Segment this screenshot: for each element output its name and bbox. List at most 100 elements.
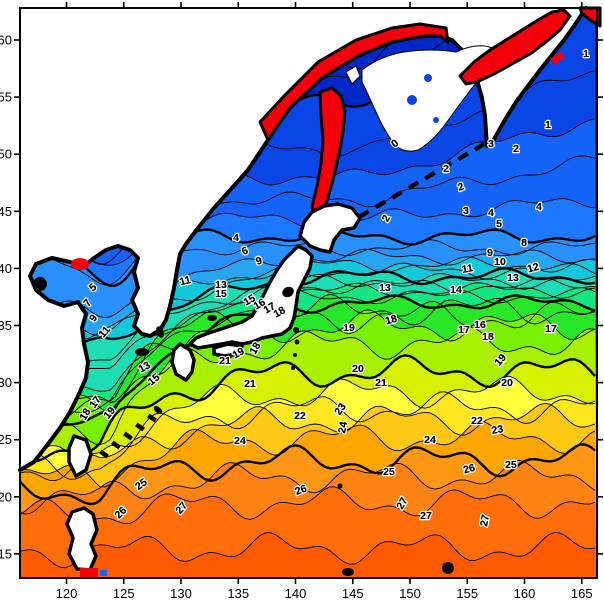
isotherm-17 xyxy=(20,300,596,419)
izu-islands xyxy=(293,353,297,357)
contour-label-17: 17 xyxy=(545,323,557,335)
isotherm-16 xyxy=(20,293,596,403)
contour-label-4: 4 xyxy=(488,207,494,219)
contour-label-17: 17 xyxy=(545,323,557,335)
kyushu xyxy=(170,342,196,382)
contour-label-16: 16 xyxy=(474,319,486,331)
x-axis-tick-label: 140 xyxy=(285,586,307,601)
x-axis-tick-label: 125 xyxy=(113,586,135,601)
contour-label-11: 11 xyxy=(178,274,192,289)
x-axis-tick-label: 130 xyxy=(170,586,192,601)
contour-label-4: 4 xyxy=(488,207,494,219)
contour-label-9: 9 xyxy=(487,247,493,259)
plot-frame xyxy=(19,7,598,579)
contour-label-24: 24 xyxy=(336,421,350,435)
luzon xyxy=(65,506,99,572)
contour-label-2: 2 xyxy=(443,163,449,175)
contour-label-21: 21 xyxy=(375,377,387,389)
contour-label-26: 26 xyxy=(293,482,308,497)
contour-label-22: 22 xyxy=(471,415,483,427)
honshu xyxy=(188,244,314,350)
contour-label-24: 24 xyxy=(336,421,350,435)
contour-label-26: 26 xyxy=(293,482,308,497)
isotherm-14 xyxy=(20,287,596,417)
contour-label-21: 21 xyxy=(244,378,256,390)
contour-label-18: 18 xyxy=(482,331,494,343)
contour-label-4: 4 xyxy=(233,232,239,244)
y-axis-tick-label: 55 xyxy=(0,90,12,105)
taiwan xyxy=(67,434,93,478)
contour-label-10: 10 xyxy=(494,256,506,268)
contour-label-19: 19 xyxy=(230,345,246,361)
y-axis-tick-label: 45 xyxy=(0,204,12,219)
contour-label-1: 1 xyxy=(583,48,589,60)
okhotsk-coast-land xyxy=(258,22,450,142)
contour-label-13: 13 xyxy=(215,279,227,291)
contour-label-10: 10 xyxy=(494,256,506,268)
contour-label-8: 8 xyxy=(521,237,527,249)
contour-label-9: 9 xyxy=(254,254,264,267)
isotherm-11 xyxy=(20,273,596,370)
contour-label-14: 14 xyxy=(450,284,462,296)
contour-label-17: 17 xyxy=(458,324,470,336)
contour-label-2: 2 xyxy=(380,213,393,224)
isotherm-13 xyxy=(20,282,596,400)
north-korea-patch xyxy=(71,258,89,270)
ryukyu-islands xyxy=(123,431,133,441)
contour-label-4: 4 xyxy=(233,232,239,244)
isotherm-28 xyxy=(20,531,596,569)
y-axis-tick-label: 35 xyxy=(0,318,12,333)
shikoku xyxy=(212,342,244,358)
contour-label-20: 20 xyxy=(501,377,513,389)
tsushima xyxy=(156,326,164,338)
x-axis-tick-label: 155 xyxy=(456,586,478,601)
jeju xyxy=(135,348,149,356)
x-axis-tick-label: 165 xyxy=(571,586,593,601)
contour-label-1: 1 xyxy=(583,48,589,60)
contour-label-20: 20 xyxy=(352,363,364,375)
y-axis-tick-label: 50 xyxy=(0,147,12,162)
daito xyxy=(442,562,454,574)
contour-label-25: 25 xyxy=(383,466,395,478)
kuril-islands xyxy=(457,151,469,162)
bohai-island xyxy=(33,277,47,291)
contour-label-16: 16 xyxy=(251,296,267,312)
contour-label-3: 3 xyxy=(463,205,469,217)
contour-label-8: 8 xyxy=(521,237,527,249)
y-axis-tick-label: 15 xyxy=(0,546,12,561)
contour-label-2: 2 xyxy=(513,143,519,155)
ryukyu-islands xyxy=(147,413,157,423)
contour-label-22: 22 xyxy=(294,410,306,422)
izu-islands xyxy=(291,366,295,370)
izu-islands xyxy=(294,339,300,345)
y-axis-tick-label: 25 xyxy=(0,432,12,447)
contour-label-27: 27 xyxy=(420,510,432,522)
contour-label-2: 2 xyxy=(443,163,449,175)
okhotsk-ice xyxy=(361,45,495,152)
contour-label-18: 18 xyxy=(384,313,399,328)
isotherm-19 xyxy=(20,326,596,446)
hokkaido xyxy=(298,202,362,254)
x-axis-tick-label: 160 xyxy=(514,586,536,601)
isotherm-15-bold xyxy=(20,294,596,444)
contour-label-21: 21 xyxy=(219,355,231,367)
contour-label-15: 15 xyxy=(241,292,257,308)
contour-label-2: 2 xyxy=(513,143,519,155)
contour-label-11: 11 xyxy=(461,262,474,276)
isotherm-12 xyxy=(20,276,596,390)
luzon-south-patch xyxy=(80,568,98,577)
contour-label-24: 24 xyxy=(234,435,246,447)
contour-label-20: 20 xyxy=(501,377,513,389)
contour-label-15: 15 xyxy=(215,288,227,300)
contour-label-13: 13 xyxy=(379,282,391,294)
ice-polynya xyxy=(433,117,439,123)
isotherm-20-bold xyxy=(20,354,596,463)
contour-label-21: 21 xyxy=(219,355,231,367)
contour-label-18: 18 xyxy=(271,304,287,320)
isotherm-27 xyxy=(20,486,596,525)
ice-polynya xyxy=(407,95,417,105)
